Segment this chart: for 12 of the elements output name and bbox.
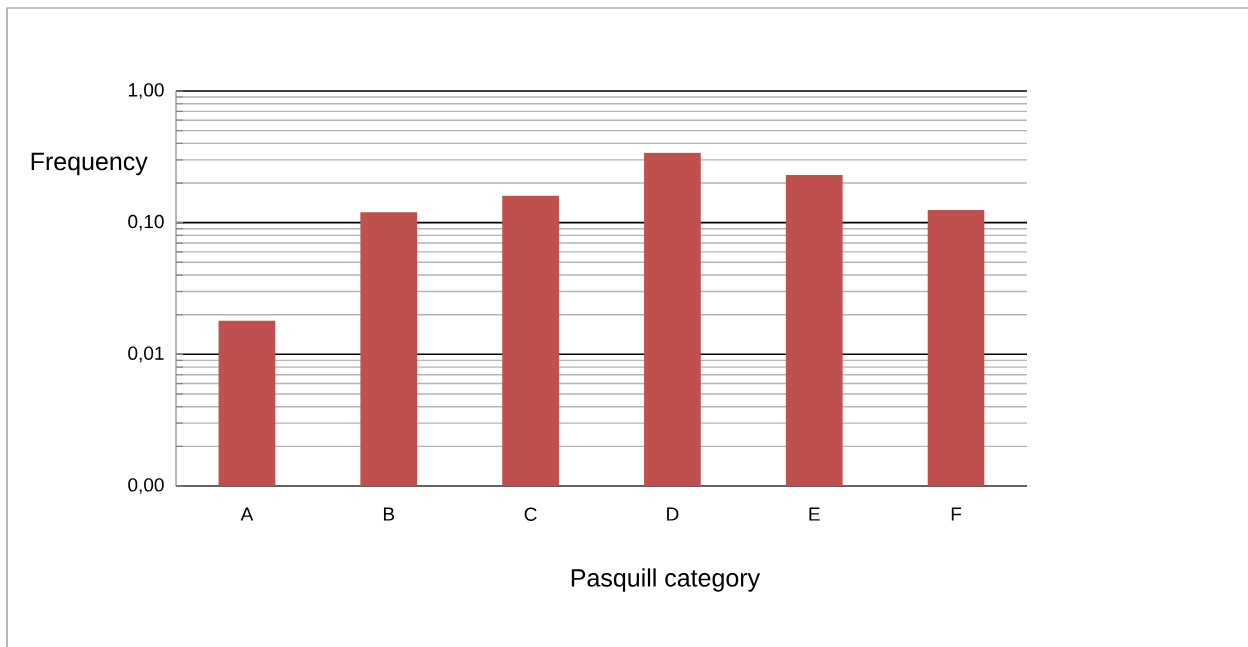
x-tick-label: F xyxy=(951,507,962,521)
x-tick-label: E xyxy=(809,507,820,521)
x-tick-label: B xyxy=(383,507,395,521)
y-tick-label: 0,01 xyxy=(128,346,164,363)
y-axis-title: Frequency xyxy=(31,152,148,176)
x-tick-label: A xyxy=(240,507,254,521)
x-axis-title: Pasquill category xyxy=(571,568,761,592)
x-tick-label: C xyxy=(524,507,537,521)
x-tick-label: D xyxy=(667,507,679,521)
y-tick-label: 0,10 xyxy=(128,214,164,231)
y-tick-label: 0,00 xyxy=(128,478,164,494)
y-tick-label: 1,00 xyxy=(128,83,164,99)
